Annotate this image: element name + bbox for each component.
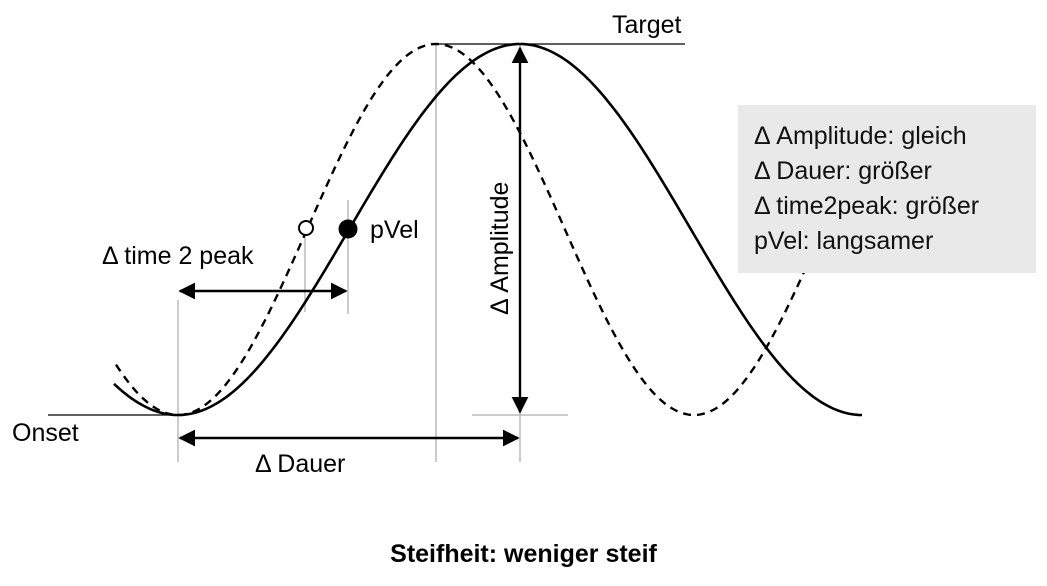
time2peak-label: Δ time 2 peak [102,242,254,270]
target-label: Target [612,11,682,39]
legend-amplitude: Δ Amplitude: gleich [754,122,967,150]
legend-dauer: Δ Dauer: größer [754,157,932,185]
legend-time2peak: Δ time2peak: größer [754,192,980,220]
legend-pvel: pVel: langsamer [754,227,934,255]
pvel-label: pVel [370,216,419,244]
dashed-curve-stiff [114,42,814,417]
amplitude-label: Δ Amplitude [486,182,514,315]
onset-label: Onset [12,419,79,447]
solid-curve-less-stiff [113,42,862,417]
dauer-label: Δ Dauer [255,450,345,478]
dashed-pvel-marker [298,220,314,236]
solid-pvel-marker [338,219,358,239]
legend-box: Δ Amplitude: gleich Δ Dauer: größer Δ ti… [738,105,1036,273]
caption: Steifheit: weniger steif [390,540,657,568]
